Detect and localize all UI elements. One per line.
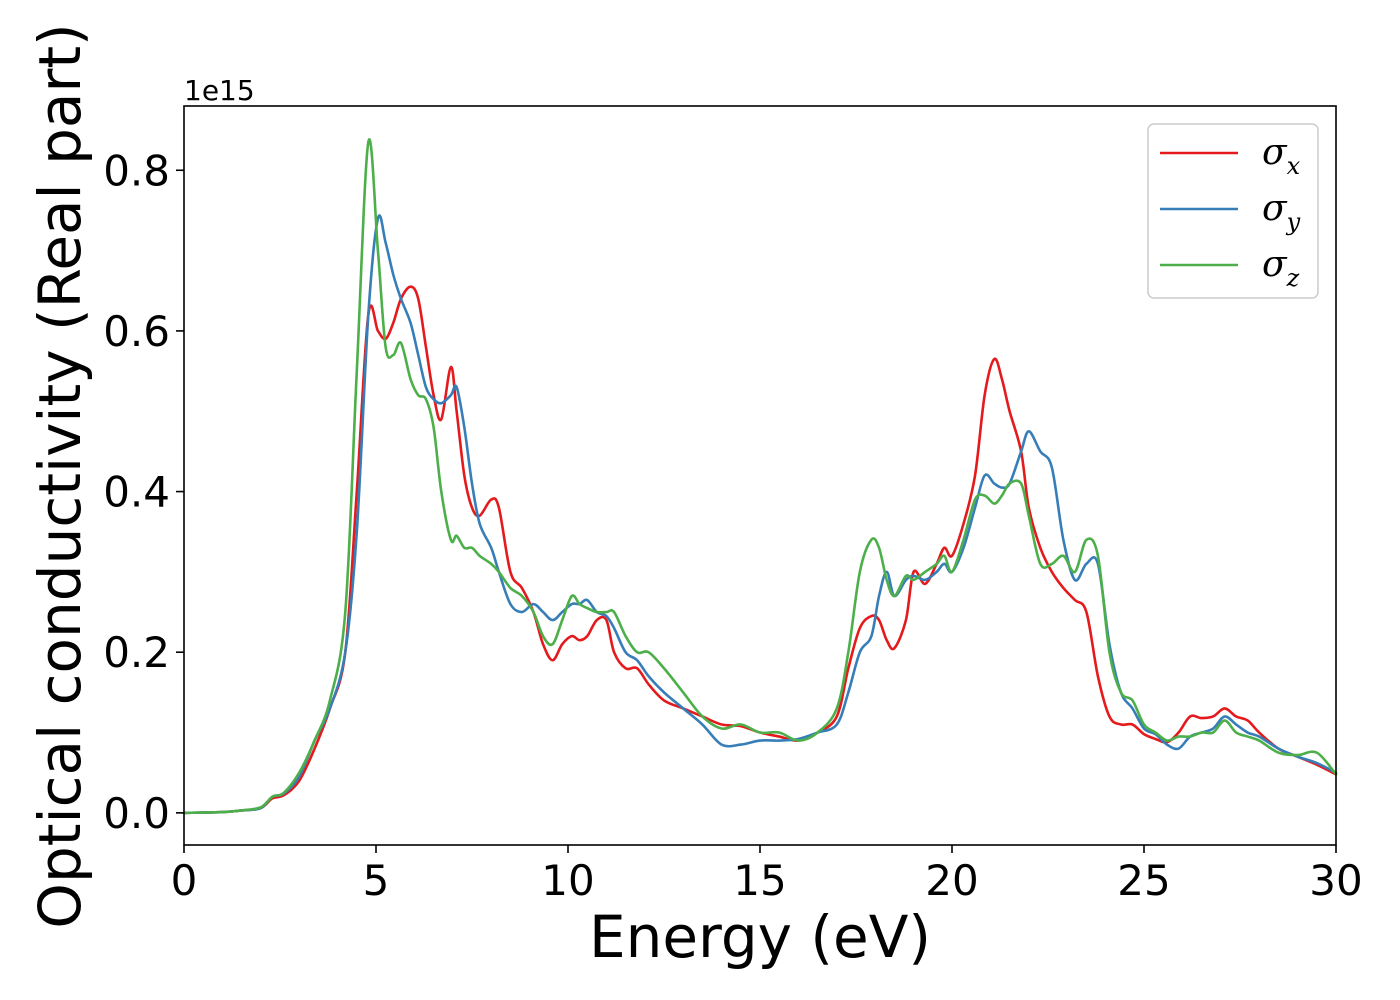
- x-tick-label: 10: [541, 856, 594, 905]
- legend-label-y: σy: [1262, 188, 1301, 236]
- legend: σx σy σz: [1147, 123, 1319, 299]
- x-tick-label: 20: [925, 856, 978, 905]
- x-axis-title: Energy (eV): [589, 903, 931, 971]
- legend-items: σx σy σz: [1160, 132, 1301, 292]
- series-layer: [182, 138, 1338, 815]
- y-tick-label: 0.2: [103, 628, 170, 677]
- legend-label-x: σx: [1262, 132, 1301, 180]
- y-axis-title: Optical conductivity (Real part): [26, 23, 94, 928]
- legend-box: [1147, 123, 1319, 299]
- y-tick-label: 0.8: [103, 146, 170, 195]
- x-tick-label: 5: [363, 856, 390, 905]
- x-tick-label: 0: [171, 856, 198, 905]
- x-tick-label: 15: [733, 856, 786, 905]
- y-offset-label: 1e15: [184, 74, 255, 107]
- tick-layer: 0 5 10 15 20 25 30 0.0 0.2 0.4 0.6 0.8: [103, 146, 1363, 905]
- y-tick-label: 0.4: [103, 468, 170, 517]
- legend-label-z: σz: [1262, 244, 1300, 292]
- y-tick-label: 0.6: [103, 307, 170, 356]
- series-line-z: [182, 138, 1338, 815]
- x-tick-label: 25: [1117, 856, 1170, 905]
- x-tick-label: 30: [1309, 856, 1362, 905]
- y-tick-label: 0.0: [103, 789, 170, 838]
